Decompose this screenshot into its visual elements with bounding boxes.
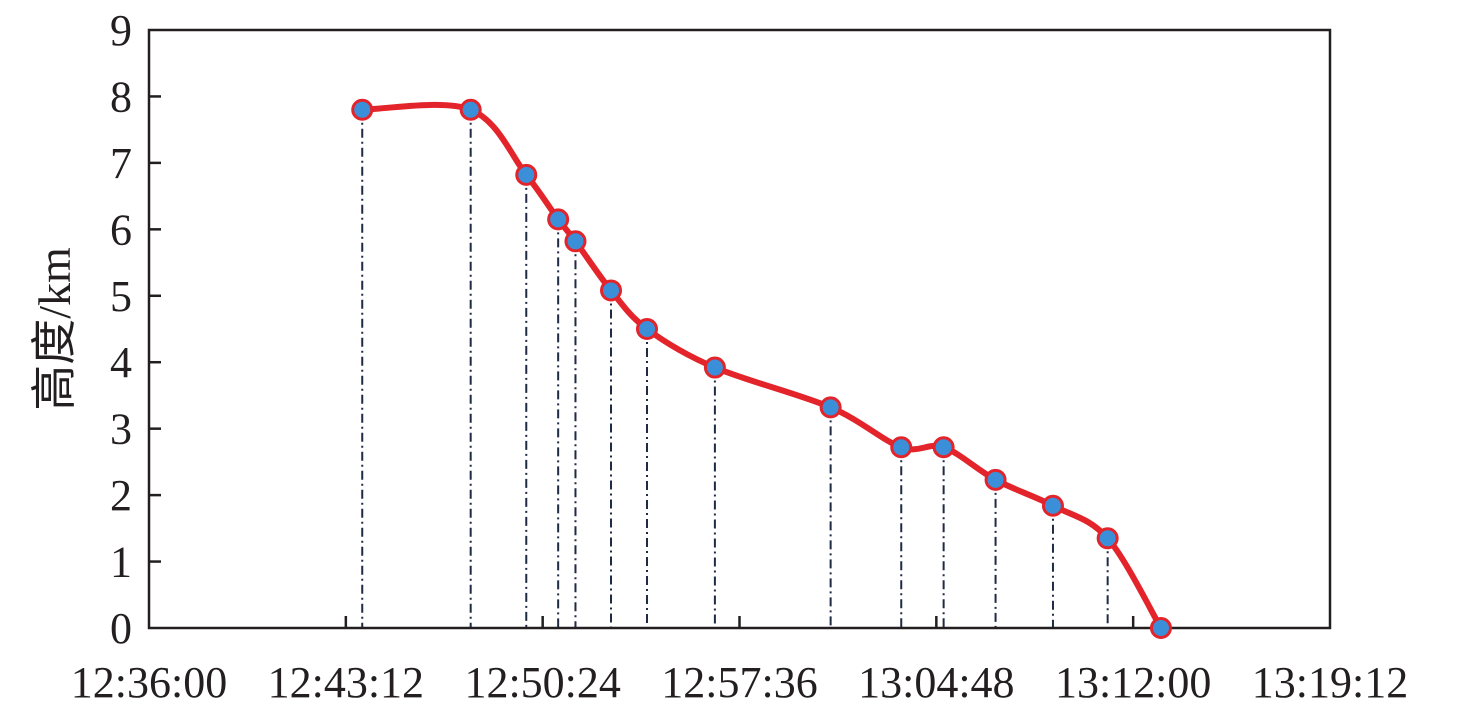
data-point (459, 98, 482, 121)
data-point (351, 98, 374, 121)
y-tick-label: 8 (110, 72, 132, 121)
x-tick-label: 13:04:48 (858, 658, 1014, 707)
y-tick-label: 6 (110, 205, 132, 254)
x-tick-label: 13:19:12 (1252, 658, 1408, 707)
x-tick-label: 12:50:24 (464, 658, 620, 707)
data-point (890, 436, 913, 459)
data-point (703, 356, 726, 379)
data-point (932, 436, 955, 459)
data-point (636, 318, 659, 340)
data-point (984, 468, 1007, 491)
y-tick-label: 2 (110, 471, 132, 520)
plot-frame (147, 28, 1332, 630)
x-tick-label: 13:12:00 (1055, 658, 1211, 707)
data-point (1149, 617, 1172, 639)
data-markers (351, 98, 1172, 639)
data-point (547, 208, 570, 231)
y-tick-label: 9 (110, 6, 132, 55)
drop-lines (361, 109, 1109, 628)
y-axis-label: 高度/km (29, 247, 80, 411)
x-axis-ticks: 12:36:00 12:43:12 12:50:24 12:57:36 13:04:48… (71, 616, 1408, 707)
y-tick-label: 0 (110, 604, 132, 653)
x-tick-label: 12:36:00 (71, 658, 227, 707)
data-point (1096, 527, 1119, 550)
y-axis-ticks: 0 1 2 3 4 5 6 7 8 9 (110, 6, 161, 653)
y-tick-label: 5 (110, 272, 132, 321)
y-tick-label: 3 (110, 405, 132, 454)
data-point (515, 163, 538, 186)
data-point (564, 230, 587, 253)
data-point (819, 396, 842, 419)
y-tick-label: 7 (110, 139, 132, 188)
y-tick-label: 1 (110, 538, 132, 587)
y-tick-label: 4 (110, 338, 132, 387)
data-point (600, 279, 623, 302)
x-tick-label: 12:43:12 (268, 658, 424, 707)
series-line (359, 101, 1164, 631)
x-tick-label: 12:57:36 (661, 658, 817, 707)
data-point (1041, 494, 1064, 517)
